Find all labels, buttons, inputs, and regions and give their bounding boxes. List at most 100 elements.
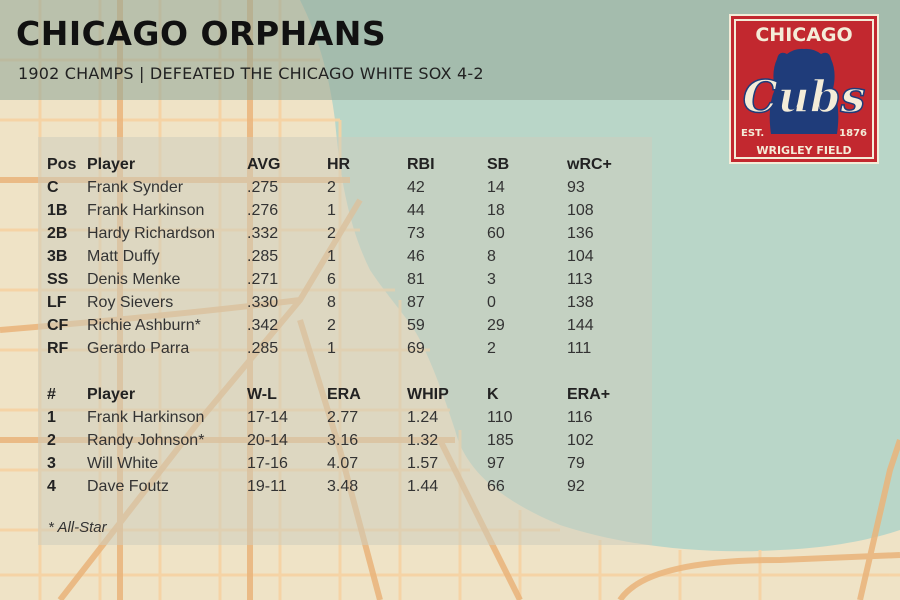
batting-cell: 60	[487, 225, 505, 242]
pitching-cell: Frank Harkinson	[87, 409, 205, 426]
pitching-column-header: W-L	[247, 386, 277, 403]
batting-column-header: Pos	[47, 156, 77, 173]
batting-header-row: Pos Player AVG HR RBI SB wRC+	[38, 153, 652, 176]
batting-cell: 111	[567, 340, 592, 357]
pitching-cell: Dave Foutz	[87, 478, 169, 495]
batting-cell: 2	[327, 317, 336, 334]
pitching-cell: 185	[487, 432, 514, 449]
pitching-column-header: ERA+	[567, 386, 611, 403]
pitching-row: 2 Randy Johnson* 20-14 3.16 1.32 185 102	[38, 429, 652, 452]
batting-cell: 87	[407, 294, 425, 311]
batting-column-header: AVG	[247, 156, 281, 173]
pitching-cell: 116	[567, 409, 593, 426]
pitching-cell: 102	[567, 432, 594, 449]
batting-cell: 93	[567, 179, 585, 196]
pitching-cell: 66	[487, 478, 505, 495]
batting-cell: 1B	[47, 202, 68, 219]
batting-cell: 69	[407, 340, 425, 357]
pitching-header-row: # Player W-L ERA WHIP K ERA+	[38, 383, 652, 406]
batting-cell: 1	[327, 340, 336, 357]
batting-cell: Hardy Richardson	[87, 225, 216, 242]
batting-cell: .330	[247, 294, 279, 311]
batting-cell: Roy Sievers	[87, 294, 174, 311]
pitching-cell: 1	[47, 409, 56, 426]
batting-cell: Richie Ashburn*	[87, 317, 201, 334]
batting-row: C Frank Synder .275 2 42 14 93	[38, 176, 652, 199]
batting-cell: 2	[327, 225, 336, 242]
batting-cell: 8	[327, 294, 336, 311]
batting-cell: SS	[47, 271, 69, 288]
footnote: * All-Star	[48, 519, 107, 536]
batting-cell: 44	[407, 202, 425, 219]
batting-row: LF Roy Sievers .330 8 87 0 138	[38, 291, 652, 314]
pitching-cell: 1.44	[407, 478, 439, 495]
bear-icon	[769, 48, 839, 134]
pitching-cell: Will White	[87, 455, 159, 472]
pitching-cell: 4.07	[327, 455, 359, 472]
batting-cell: .276	[247, 202, 279, 219]
pitching-column-header: ERA	[327, 386, 361, 403]
batting-cell: 6	[327, 271, 336, 288]
batting-cell: 144	[567, 317, 594, 334]
pitching-cell: 110	[487, 409, 513, 426]
batting-row: SS Denis Menke .271 6 81 3 113	[38, 268, 652, 291]
batting-cell: Matt Duffy	[87, 248, 160, 265]
batting-cell: Gerardo Parra	[87, 340, 190, 357]
pitching-cell: 1.57	[407, 455, 439, 472]
pitching-cell: 1.32	[407, 432, 439, 449]
logo-bottom-text: WRIGLEY FIELD	[756, 144, 851, 157]
batting-cell: .285	[247, 248, 279, 265]
batting-row: RF Gerardo Parra .285 1 69 2 111	[38, 337, 652, 360]
pitching-row: 1 Frank Harkinson 17-14 2.77 1.24 110 116	[38, 406, 652, 429]
batting-cell: 14	[487, 179, 505, 196]
batting-row: 2B Hardy Richardson .332 2 73 60 136	[38, 222, 652, 245]
pitching-cell: 97	[487, 455, 505, 472]
page-subtitle: 1902 CHAMPS | DEFEATED THE CHICAGO WHITE…	[18, 64, 484, 83]
batting-cell: 3B	[47, 248, 68, 265]
pitching-cell: 2	[47, 432, 56, 449]
batting-cell: Denis Menke	[87, 271, 181, 288]
pitching-cell: 92	[567, 478, 585, 495]
logo-top-text: CHICAGO	[755, 24, 852, 46]
page-title: CHICAGO ORPHANS	[16, 14, 387, 53]
logo-est-label: EST.	[741, 128, 764, 139]
batting-cell: LF	[47, 294, 67, 311]
batting-cell: 2B	[47, 225, 68, 242]
batting-cell: C	[47, 179, 59, 196]
pitching-column-header: WHIP	[407, 386, 449, 403]
batting-cell: 59	[407, 317, 425, 334]
pitching-cell: 19-11	[247, 478, 287, 495]
batting-cell: .332	[247, 225, 279, 242]
batting-cell: 2	[327, 179, 336, 196]
batting-cell: 113	[567, 271, 593, 288]
batting-cell: 73	[407, 225, 425, 242]
pitching-cell: 3.16	[327, 432, 359, 449]
pitching-row: 4 Dave Foutz 19-11 3.48 1.44 66 92	[38, 475, 652, 498]
batting-row: 1B Frank Harkinson .276 1 44 18 108	[38, 199, 652, 222]
logo-est-year: 1876	[839, 128, 867, 139]
batting-column-header: wRC+	[567, 156, 612, 173]
pitching-cell: 17-14	[247, 409, 288, 426]
batting-cell: Frank Harkinson	[87, 202, 205, 219]
batting-cell: 3	[487, 271, 496, 288]
batting-cell: 136	[567, 225, 594, 242]
stats-panel: Pos Player AVG HR RBI SB wRC+ C Frank Synder .275…	[38, 137, 652, 545]
batting-row: CF Richie Ashburn* .342 2 59 29 144	[38, 314, 652, 337]
batting-cell: 1	[327, 202, 336, 219]
pitching-cell: 2.77	[327, 409, 359, 426]
pitching-cell: 20-14	[247, 432, 288, 449]
logo-main-text: Cubs	[743, 72, 866, 123]
batting-column-header: RBI	[407, 156, 435, 173]
batting-cell: Frank Synder	[87, 179, 184, 196]
batting-row: 3B Matt Duffy .285 1 46 8 104	[38, 245, 652, 268]
pitching-cell: 3	[47, 455, 56, 472]
batting-cell: RF	[47, 340, 69, 357]
pitching-cell: 79	[567, 455, 585, 472]
batting-cell: CF	[47, 317, 69, 334]
batting-cell: 81	[407, 271, 425, 288]
batting-column-header: SB	[487, 156, 510, 173]
batting-cell: .271	[247, 271, 279, 288]
batting-cell: .285	[247, 340, 279, 357]
pitching-column-header: Player	[87, 386, 136, 403]
batting-cell: 8	[487, 248, 496, 265]
